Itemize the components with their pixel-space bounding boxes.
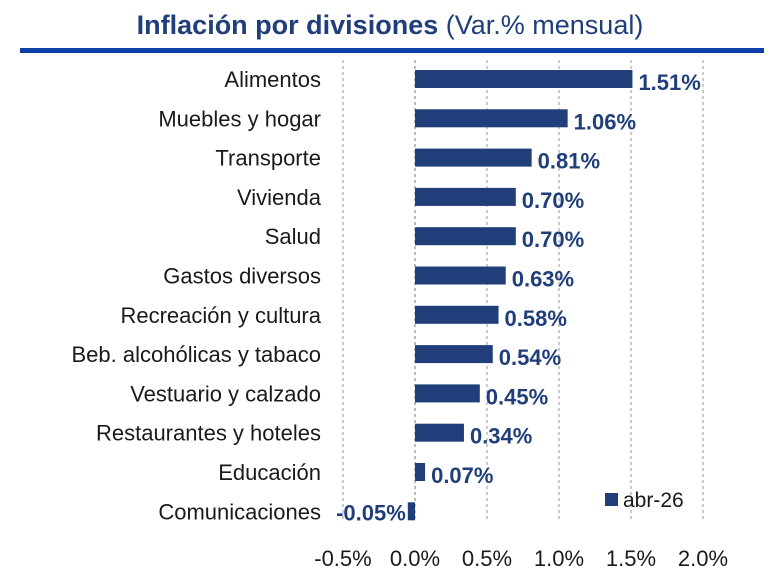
value-label-9: 0.34% [470, 424, 532, 449]
value-label-5: 0.63% [512, 267, 574, 292]
chart-title-main: Inflación por divisiones [136, 10, 439, 40]
bar-6 [415, 305, 499, 324]
value-label-0: 1.51% [638, 70, 700, 95]
x-axis-ticks: -0.5% 0.0% 0.5% 1.0% 1.5% 2.0% [314, 546, 728, 571]
value-label-10: 0.07% [431, 463, 493, 488]
category-labels: Alimentos Muebles y hogar Transporte Vivien… [72, 67, 322, 524]
bar-10 [415, 463, 426, 481]
x-tick-label-0: -0.5% [314, 546, 371, 571]
chart-title-sub: (Var.% mensual) [445, 10, 644, 40]
category-label-3: Vivienda [237, 185, 322, 210]
bar-7 [415, 345, 493, 364]
legend-label: abr-26 [623, 489, 684, 512]
category-label-10: Educación [218, 460, 321, 485]
bar-2 [415, 148, 532, 167]
value-label-1: 1.06% [574, 109, 636, 134]
value-label-8: 0.45% [486, 384, 548, 409]
value-label-3: 0.70% [522, 188, 584, 213]
category-label-8: Vestuario y calzado [130, 381, 321, 406]
x-tick-label-5: 2.0% [678, 546, 728, 571]
bar-1 [415, 109, 568, 128]
value-label-11: -0.05% [336, 500, 406, 525]
category-label-5: Gastos diversos [163, 264, 321, 289]
x-tick-label-1: 0.0% [390, 546, 440, 571]
bar-3 [415, 187, 516, 206]
chart-title: Inflación por divisiones (Var.% mensual) [0, 10, 780, 41]
category-label-6: Recreación y cultura [120, 303, 321, 328]
value-label-6: 0.58% [505, 306, 567, 331]
category-label-1: Muebles y hogar [158, 106, 321, 131]
category-label-2: Transporte [215, 146, 321, 171]
category-label-0: Alimentos [224, 67, 321, 92]
legend-swatch [605, 493, 618, 506]
value-label-2: 0.81% [538, 149, 600, 174]
grid-lines [342, 60, 704, 522]
bar-5 [415, 266, 506, 285]
bar-4 [415, 227, 516, 246]
bar-9 [415, 423, 464, 442]
x-tick-label-2: 0.5% [462, 546, 512, 571]
x-tick-label-4: 1.5% [606, 546, 656, 571]
category-label-7: Beb. alcohólicas y tabaco [72, 342, 322, 367]
category-label-4: Salud [265, 224, 321, 249]
bar-0 [415, 70, 633, 88]
value-label-7: 0.54% [499, 345, 561, 370]
category-label-9: Restaurantes y hoteles [96, 421, 321, 446]
chart-header: Inflación por divisiones (Var.% mensual) [0, 0, 780, 53]
value-label-4: 0.70% [522, 227, 584, 252]
bar-11 [407, 502, 415, 521]
legend: abr-26 [605, 489, 684, 512]
bar-8 [415, 384, 480, 403]
value-labels: 1.51%1.06% 0.81% 0.70% 0.70% 0.63% 0.58% 0.54%… [336, 70, 701, 525]
title-underline [20, 48, 764, 53]
category-label-11: Comunicaciones [158, 499, 321, 524]
bars [407, 70, 633, 521]
x-tick-label-3: 1.0% [534, 546, 584, 571]
